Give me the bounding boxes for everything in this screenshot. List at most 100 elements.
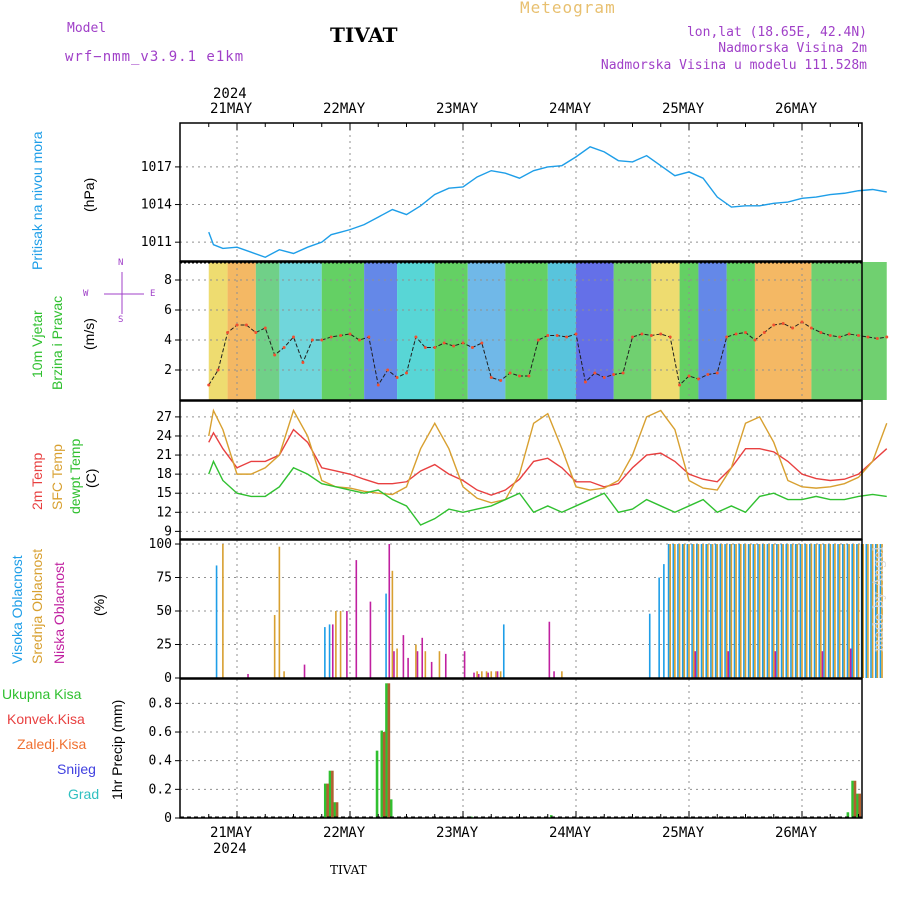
wind-band-8 — [467, 262, 506, 400]
bar-3-2-19 — [548, 621, 551, 678]
wind-unit: (m/s) — [81, 318, 97, 350]
wind-point-20 — [395, 376, 399, 379]
wind-point-63 — [800, 320, 804, 324]
bar-3-1-41 — [777, 544, 780, 678]
model-label: Model — [67, 21, 107, 36]
bar-3-1-12 — [481, 671, 483, 678]
bar-3-2-4 — [355, 560, 358, 678]
wind-point-62 — [791, 326, 795, 330]
wind-point-2 — [226, 331, 230, 334]
bar-3-1-52 — [829, 544, 832, 678]
bar-3-1-43 — [787, 544, 789, 678]
ytick-label-1-0: 2 — [164, 363, 172, 378]
bar-3-1-13 — [485, 671, 488, 678]
bar-3-0-45 — [841, 544, 844, 678]
bar-3-1-49 — [815, 544, 817, 678]
bar-3-0-5 — [648, 613, 651, 678]
wind-band-15 — [698, 262, 727, 400]
wind-point-49 — [668, 335, 672, 339]
wind-point-14 — [339, 334, 343, 337]
day-label-bottom-1: 21MAY — [210, 825, 253, 841]
wind-band-16 — [726, 262, 755, 400]
bar-4-0-0 — [323, 783, 327, 818]
bar-3-1-35 — [749, 544, 752, 678]
bar-3-0-53 — [879, 544, 882, 678]
wind-point-9 — [292, 335, 295, 339]
bar-3-1-48 — [810, 544, 813, 678]
day-label-top-3: 23MAY — [436, 101, 479, 117]
wind-point-72 — [885, 335, 889, 339]
bar-3-0-7 — [663, 564, 665, 678]
bar-3-1-3 — [283, 671, 285, 678]
bar-3-1-63 — [881, 544, 883, 678]
wind-point-60 — [772, 323, 776, 327]
bar-3-2-23 — [774, 651, 777, 678]
day-label-bottom-3: 23MAY — [436, 825, 479, 841]
bar-3-1-15 — [495, 671, 497, 678]
bar-3-1-60 — [867, 544, 869, 678]
bar-3-0-17 — [710, 544, 712, 678]
wind-point-17 — [367, 335, 371, 339]
bar-3-0-27 — [757, 544, 759, 678]
wind-point-45 — [631, 335, 634, 339]
bar-3-0-12 — [686, 544, 689, 678]
series-line-2-2 — [208, 459, 887, 526]
wind-point-24 — [433, 346, 437, 349]
bar-3-2-12 — [430, 661, 433, 678]
bar-3-1-19 — [674, 544, 676, 678]
wind-point-59 — [762, 331, 766, 334]
bar-3-1-2 — [278, 546, 281, 678]
bar-3-1-58 — [857, 544, 860, 678]
bar-3-1-47 — [805, 544, 808, 678]
bar-3-0-32 — [780, 544, 783, 678]
bar-3-0-22 — [733, 544, 736, 678]
wind-point-57 — [744, 331, 747, 334]
day-label-top-5: 25MAY — [662, 101, 705, 117]
bar-3-0-14 — [696, 544, 698, 678]
bar-3-0-24 — [743, 544, 745, 678]
bar-3-2-8 — [402, 635, 405, 678]
wind-band-6 — [397, 262, 435, 400]
t2m-label: 2m Temp — [29, 452, 45, 510]
bar-4-0-4 — [380, 730, 384, 818]
bar-3-1-18 — [669, 544, 671, 678]
wind-band-12 — [613, 262, 652, 400]
ytick-label-0-1: 1014 — [141, 198, 172, 213]
bar-3-2-3 — [346, 611, 348, 678]
bar-3-1-45 — [796, 544, 799, 678]
bar-3-1-9 — [424, 651, 427, 678]
bar-3-0-10 — [677, 544, 679, 678]
bar-3-1-50 — [820, 544, 822, 678]
compass-s: S — [118, 315, 124, 325]
wind-point-53 — [706, 373, 710, 376]
bar-3-1-36 — [754, 544, 756, 678]
wind-point-56 — [734, 332, 738, 336]
wind-point-32 — [508, 371, 512, 375]
bar-3-2-13 — [444, 653, 447, 678]
wind-point-70 — [866, 335, 870, 339]
wind-point-21 — [405, 371, 408, 375]
panel-frame-2 — [179, 400, 863, 540]
bar-3-1-31 — [730, 544, 733, 678]
bar-3-2-2 — [331, 624, 334, 678]
ytick-label-3-1: 25 — [156, 638, 172, 653]
wind-point-51 — [687, 374, 691, 378]
bar-3-0-41 — [823, 544, 825, 678]
day-label-top-2: 22MAY — [323, 101, 366, 117]
bar-3-0-19 — [719, 544, 722, 678]
wind-point-47 — [649, 334, 653, 337]
bar-3-1-24 — [697, 544, 700, 678]
bar-3-0-36 — [799, 544, 802, 678]
wind-point-12 — [320, 338, 324, 342]
bar-4-1-1 — [331, 770, 334, 818]
day-label-top-6: 26MAY — [775, 101, 818, 117]
series-line-2-0 — [208, 428, 888, 496]
wind-point-52 — [696, 377, 700, 381]
wind-point-22 — [414, 335, 418, 339]
wind-point-3 — [235, 323, 239, 327]
series-line-2-1 — [208, 408, 888, 504]
bar-3-1-8 — [415, 644, 417, 678]
bar-3-0-38 — [809, 544, 811, 678]
ytick-label-1-2: 6 — [164, 303, 172, 318]
bar-3-0-1 — [324, 627, 326, 678]
